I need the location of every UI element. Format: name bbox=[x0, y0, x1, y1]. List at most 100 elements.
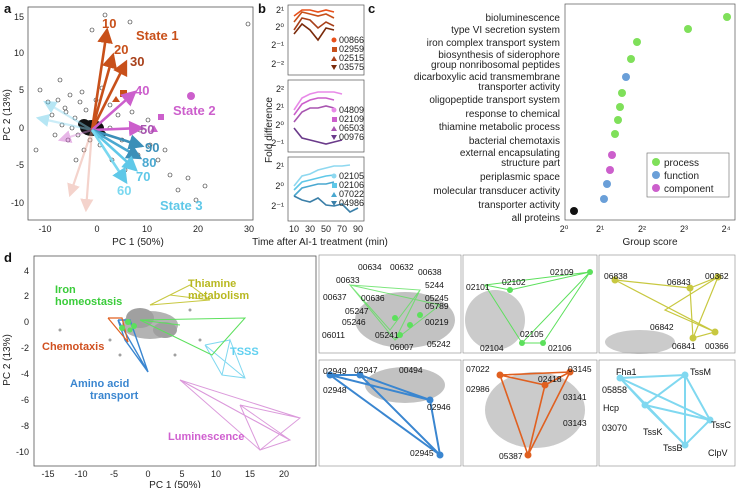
c-cat: type VI secretion system bbox=[451, 25, 560, 36]
b-top-lines bbox=[293, 9, 335, 42]
c-cat: all proteins bbox=[512, 213, 560, 224]
a-state2-square bbox=[158, 114, 164, 120]
inset-label: 00634 bbox=[358, 262, 382, 272]
c-cat: external encapsulating bbox=[460, 148, 560, 159]
b-bot-ytick: 2⁰ bbox=[275, 181, 284, 191]
a-state1-label: State 1 bbox=[136, 28, 179, 43]
panel-b-letter: b bbox=[258, 1, 266, 16]
d-chemo-web bbox=[107, 317, 129, 343]
inset-label: 02947 bbox=[354, 365, 378, 375]
a-state2-label: State 2 bbox=[173, 103, 216, 118]
inset-label: 05241 bbox=[375, 330, 399, 340]
d-lum-web bbox=[179, 379, 302, 451]
inset-label: Fha1 bbox=[616, 367, 637, 377]
a-ytick: 10 bbox=[14, 48, 24, 58]
a-xlabel: PC 1 (50%) bbox=[112, 237, 164, 248]
c-cat: molecular transducer activity bbox=[433, 186, 560, 197]
b-xtick: 10 bbox=[289, 224, 299, 234]
inset-label: 02101 bbox=[466, 282, 490, 292]
inset-label: 02105 bbox=[520, 329, 544, 339]
inset-label: 02106 bbox=[548, 343, 572, 353]
inset-label: 05245 bbox=[425, 293, 449, 303]
a-xtick: 0 bbox=[94, 224, 99, 234]
a-state1-arrows bbox=[90, 27, 128, 131]
inset-label: 02949 bbox=[323, 366, 347, 376]
d-xtick: 10 bbox=[211, 469, 221, 479]
c-legend: process function component bbox=[646, 152, 730, 198]
a-faded-arrows bbox=[35, 100, 94, 213]
c-cat: periplasmic space bbox=[480, 172, 560, 183]
inset-label: 06838 bbox=[604, 271, 628, 281]
d-green-cluster bbox=[119, 319, 137, 333]
inset-label: 06011 bbox=[322, 330, 345, 340]
a-state1-square bbox=[120, 90, 127, 97]
inset-label: 05387 bbox=[499, 451, 523, 461]
a-state3-label: State 3 bbox=[160, 198, 203, 213]
inset-label: 00632 bbox=[390, 262, 414, 272]
c-xtick: 2³ bbox=[680, 224, 688, 234]
d-inset-chemo: 07022 03145 02986 02418 03141 03143 0538… bbox=[462, 359, 598, 467]
d-label-amino-1: Amino acid bbox=[70, 378, 129, 390]
a-ytick: 5 bbox=[19, 85, 24, 95]
b-top-ytick: 2⁰ bbox=[275, 22, 284, 32]
b-ylabel: Fold difference bbox=[264, 97, 275, 163]
b-gene: 00976 bbox=[339, 132, 364, 142]
c-cat: transporter activity bbox=[478, 82, 560, 93]
d-ylabel: PC 2 (13%) bbox=[2, 334, 13, 386]
a-time-40: 40 bbox=[135, 83, 149, 98]
c-legend-process: process bbox=[664, 158, 699, 169]
d-ytick: -4 bbox=[21, 369, 29, 379]
panel-c-letter: c bbox=[368, 1, 375, 16]
inset-label: 00636 bbox=[361, 293, 385, 303]
a-state2-arrows bbox=[91, 90, 145, 137]
b-top-ytick: 2⁻² bbox=[271, 59, 284, 69]
inset-label: 00494 bbox=[399, 365, 423, 375]
d-xtick: 0 bbox=[145, 469, 150, 479]
c-dots bbox=[570, 13, 731, 215]
inset-label: 03145 bbox=[568, 364, 592, 374]
a-xtick: -10 bbox=[38, 224, 51, 234]
inset-label: 02102 bbox=[502, 277, 526, 287]
d-ytick: 4 bbox=[24, 266, 29, 276]
d-ytick: 0 bbox=[24, 317, 29, 327]
inset-label: TssM bbox=[690, 367, 711, 377]
a-time-30: 30 bbox=[130, 54, 144, 69]
d-group-labels: Iron homeostasis Thiamine metabolism Che… bbox=[42, 278, 259, 443]
inset-label: 00637 bbox=[323, 292, 347, 302]
panel-a-frame bbox=[27, 6, 254, 221]
d-xtick: 5 bbox=[179, 469, 184, 479]
a-time-10: 10 bbox=[102, 16, 116, 31]
c-cat: transporter activity bbox=[478, 200, 560, 211]
d-label-thiamine-2: metabolism bbox=[188, 290, 249, 302]
b-gene: 04986 bbox=[339, 198, 364, 208]
d-xtick: -10 bbox=[74, 469, 87, 479]
inset-label: TssK bbox=[643, 427, 663, 437]
a-time-90: 90 bbox=[145, 140, 159, 155]
inset-label: 00366 bbox=[705, 341, 729, 351]
b-mid-legend: 04809 02109 06503 00976 bbox=[331, 105, 364, 142]
d-tss-web bbox=[204, 338, 246, 379]
a-state2-circle bbox=[187, 92, 195, 100]
b-mid-ytick: 2² bbox=[276, 84, 284, 94]
panel-c: c bioluminescence type VI secretion syst… bbox=[368, 1, 736, 248]
b-gene: 06503 bbox=[339, 123, 364, 133]
c-xtick: 2⁰ bbox=[560, 224, 569, 234]
c-cat: dicarboxylic acid transmembrane bbox=[414, 72, 561, 83]
b-bot-ytick: 2¹ bbox=[276, 161, 284, 171]
d-ytick: -8 bbox=[21, 421, 29, 431]
b-top-frame bbox=[287, 4, 365, 76]
b-bot-lines bbox=[293, 164, 359, 213]
inset-label: 06007 bbox=[390, 342, 414, 352]
inset-label: 07022 bbox=[466, 364, 490, 374]
a-state3-arrows bbox=[90, 128, 145, 185]
a-ytick: -10 bbox=[11, 198, 24, 208]
d-ytick: -10 bbox=[16, 447, 29, 457]
b-gene: 04809 bbox=[339, 105, 364, 115]
c-cat: bacterial chemotaxis bbox=[469, 136, 560, 147]
b-xtick: 30 bbox=[305, 224, 315, 234]
inset-label: 05789 bbox=[425, 301, 449, 311]
d-label-chemotaxis: Chemotaxis bbox=[42, 341, 104, 353]
b-top-ytick: 2⁻¹ bbox=[271, 40, 284, 50]
c-cat: response to chemical bbox=[466, 109, 561, 120]
inset-label: 05858 bbox=[602, 385, 627, 395]
